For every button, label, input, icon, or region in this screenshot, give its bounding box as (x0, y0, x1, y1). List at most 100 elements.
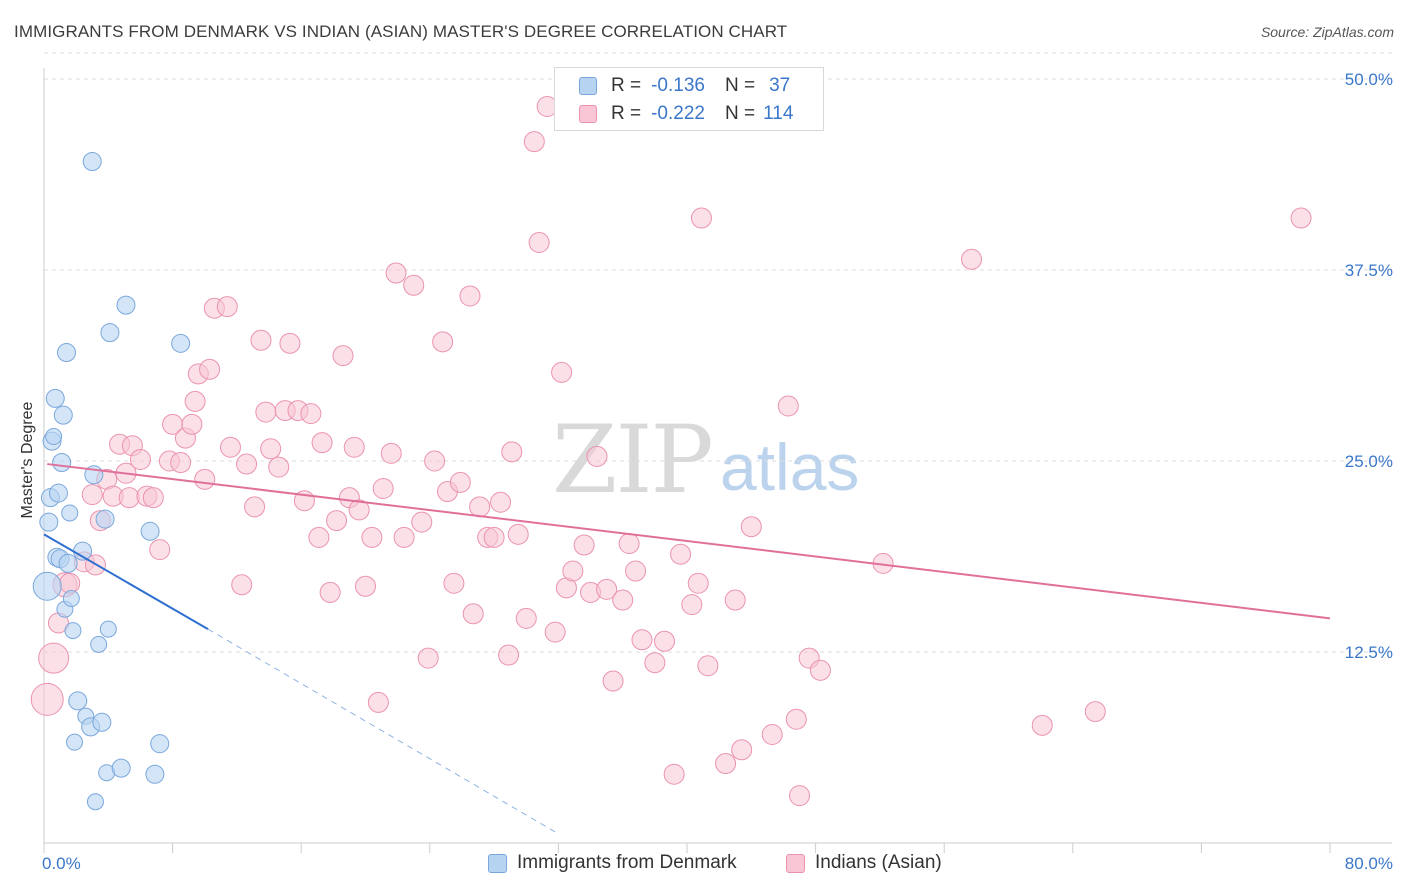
y-tick-label: 37.5% (1345, 261, 1393, 280)
indian-point (411, 511, 433, 533)
indian-point (789, 785, 811, 807)
indian-point (81, 484, 103, 506)
denmark-point (145, 764, 165, 784)
indian-point (199, 358, 221, 380)
legend-r-value: -0.222 (651, 103, 705, 124)
indian-point (236, 453, 258, 475)
bottom-swatch-denmark (488, 853, 507, 873)
watermark-atlas: atlas (720, 430, 859, 504)
indian-point (149, 539, 171, 561)
denmark-point (61, 504, 79, 522)
bottom-swatch-indian (786, 853, 805, 873)
indian-point (268, 456, 290, 478)
indian-point (501, 441, 523, 463)
indian-point (544, 621, 566, 643)
indian-point (687, 572, 709, 594)
indian-point (332, 345, 354, 367)
correlation-legend: R = -0.136 N = 37 R = -0.222 N = 114 (554, 67, 824, 131)
indian-point (1031, 714, 1053, 736)
indian-point (697, 655, 719, 677)
indian-point (596, 578, 618, 600)
indian-point (653, 630, 675, 652)
indian-point (184, 390, 206, 412)
denmark-point (171, 333, 191, 353)
indian-point (129, 448, 151, 470)
trend-lines (43, 463, 1331, 835)
denmark-point (58, 553, 78, 573)
indian-point (308, 526, 330, 548)
indian-point (809, 659, 831, 681)
indian-point (255, 401, 277, 423)
y-tick-label: 12.5% (1345, 643, 1393, 662)
denmark-point (48, 483, 68, 503)
legend-row-indian: R = -0.222 N = 114 (579, 101, 793, 127)
indian-point (432, 331, 454, 353)
indian-point (260, 438, 282, 460)
denmark-point (52, 453, 72, 473)
indian-point (483, 526, 505, 548)
indian-point (715, 753, 737, 775)
indian-point (250, 329, 272, 351)
indian-point (681, 594, 703, 616)
y-tick-label: 50.0% (1345, 70, 1393, 89)
indian-point (372, 478, 394, 500)
legend-r-value: -0.136 (651, 75, 705, 96)
indian-point (30, 682, 64, 716)
watermark: ZIP atlas (552, 406, 859, 515)
legend-n-label: N = (724, 75, 756, 96)
bottom-label-denmark: Immigrants from Denmark (517, 852, 737, 873)
indian-point (142, 487, 164, 509)
denmark-point (86, 793, 104, 811)
indian-point (507, 523, 529, 545)
indian-point (385, 262, 407, 284)
denmark-point (45, 388, 65, 408)
indian-point (515, 607, 537, 629)
indian-point (724, 589, 746, 611)
indian-point (961, 248, 983, 270)
indian-point (777, 395, 799, 417)
indian-point (348, 499, 370, 521)
denmark-point (116, 295, 136, 315)
denmark-point (90, 635, 108, 653)
indian-point (279, 332, 301, 354)
indian-point (181, 413, 203, 435)
indian-point (586, 445, 608, 467)
indian-point (417, 647, 439, 669)
indian-point (523, 131, 545, 153)
legend-row-denmark: R = -0.136 N = 37 (579, 73, 790, 99)
bottom-legend-denmark: Immigrants from Denmark (488, 852, 737, 874)
indian-point (1290, 207, 1312, 229)
legend-r-label: R = (611, 75, 642, 96)
indian-point (618, 533, 640, 555)
source-label: Source: ZipAtlas.com (1260, 24, 1394, 40)
legend-swatch-indian (579, 105, 597, 123)
indian-point (602, 670, 624, 692)
indian-point (393, 526, 415, 548)
indian-point (663, 763, 685, 785)
indian-point (343, 436, 365, 458)
indian-point (731, 739, 753, 761)
denmark-trend-extension (207, 628, 559, 835)
legend-n-value: 114 (763, 103, 794, 124)
x-tick-label: 0.0% (42, 854, 81, 873)
indian-point (424, 450, 446, 472)
denmark-point (32, 571, 62, 601)
indian-point (231, 574, 253, 596)
indian-point (1084, 701, 1106, 723)
indian-trend-line (47, 463, 1331, 620)
denmark-point (66, 733, 84, 751)
indian-point (118, 487, 140, 509)
x-tick-label: 80.0% (1345, 854, 1393, 873)
indian-point (625, 560, 647, 582)
denmark-point (57, 343, 77, 363)
indian-point (690, 207, 712, 229)
denmark-point (53, 405, 73, 425)
legend-r-label: R = (611, 103, 642, 124)
legend-n-value: 37 (769, 75, 791, 96)
denmark-point (64, 622, 82, 640)
indian-point (551, 361, 573, 383)
y-axis-title: Master's Degree (19, 401, 36, 518)
denmark-point (140, 521, 160, 541)
indian-point (367, 691, 389, 713)
